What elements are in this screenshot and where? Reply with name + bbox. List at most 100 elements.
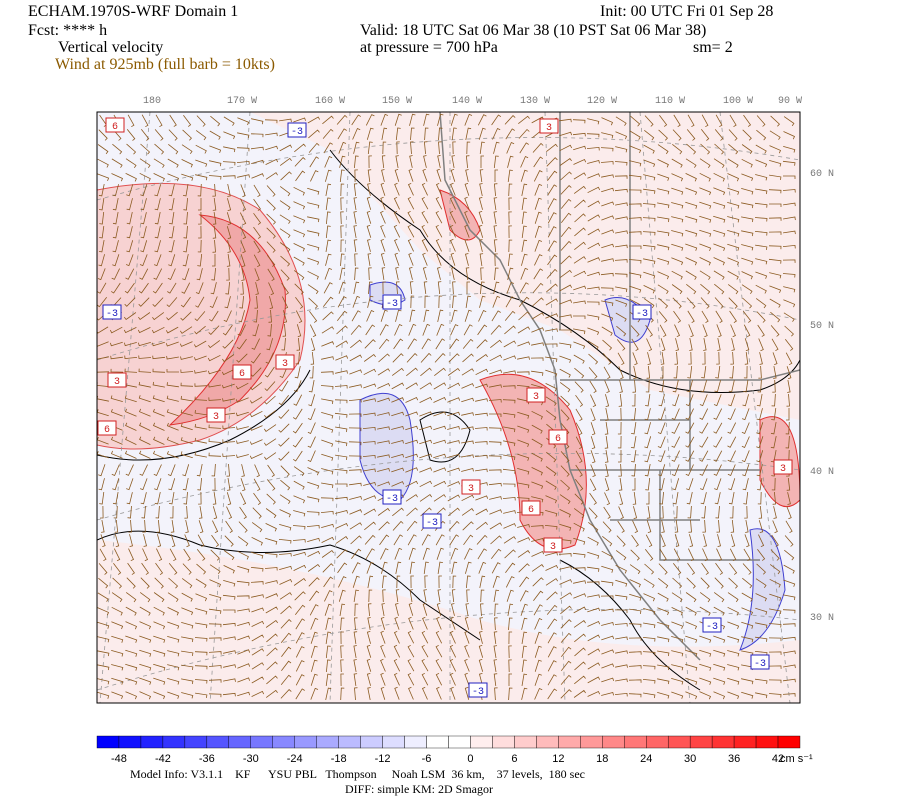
colorbar-swatch bbox=[96, 735, 120, 749]
colorbar-swatch bbox=[448, 735, 471, 749]
colorbar-swatch bbox=[206, 735, 230, 749]
contour-label-box bbox=[468, 682, 488, 698]
contour-label: 3 bbox=[550, 542, 556, 553]
latitude-label: 60 N bbox=[810, 169, 834, 180]
longitude-label: 180 bbox=[143, 96, 161, 107]
colorbar-swatch bbox=[602, 735, 625, 749]
colorbar-swatch bbox=[272, 735, 295, 749]
graticule bbox=[97, 112, 800, 703]
contour-label: -3 bbox=[386, 494, 398, 505]
contour-label-box bbox=[543, 537, 563, 553]
contour-label-box bbox=[521, 500, 541, 516]
colorbar-swatch bbox=[667, 735, 691, 749]
contour-label: -3 bbox=[106, 309, 118, 320]
contour-label: 3 bbox=[780, 464, 786, 475]
longitude-label: 90 W bbox=[778, 96, 802, 107]
longitude-label: 120 W bbox=[587, 96, 617, 107]
negative-region bbox=[359, 392, 414, 501]
contour-label-box bbox=[422, 513, 442, 529]
model-info: Model Info: V3.1.1 KF YSU PBL Thompson N… bbox=[130, 767, 585, 781]
contour-label-box bbox=[461, 479, 481, 495]
contour-label: 6 bbox=[239, 369, 245, 380]
contour-label: 3 bbox=[282, 359, 288, 370]
colorbar-swatch bbox=[689, 735, 713, 749]
contour-label-box bbox=[107, 372, 127, 388]
colorbar-swatch bbox=[316, 735, 339, 749]
diff-info: DIFF: simple KM: 2D Smagor bbox=[345, 782, 493, 796]
forecast: Fcst: **** h bbox=[28, 22, 107, 39]
colorbar-label: 42 bbox=[772, 753, 784, 765]
colorbar-label: -36 bbox=[199, 753, 215, 765]
zero-contours bbox=[97, 149, 800, 691]
contour-labels: 6 -3 3 -3 -3 -3 3 6 3 3 6 3 6 3 -3 -3 6 3 3 -3 -3 -3 bbox=[97, 117, 793, 698]
contour-label-box bbox=[526, 387, 546, 403]
positive-region bbox=[97, 540, 800, 703]
colorbar-swatch bbox=[404, 735, 427, 749]
colorbar-label: -48 bbox=[111, 753, 127, 765]
colorbar-label: 24 bbox=[640, 753, 652, 765]
wind-caption: Wind at 925mb (full barb = 10kts) bbox=[55, 56, 275, 73]
colorbar-label: -42 bbox=[155, 753, 171, 765]
colorbar-swatch bbox=[624, 735, 647, 749]
contour-label-box bbox=[105, 117, 125, 133]
contour-label-box bbox=[275, 354, 295, 370]
colorbar-label: -18 bbox=[331, 753, 347, 765]
longitude-label: 140 W bbox=[452, 96, 482, 107]
contour-label-box bbox=[382, 294, 402, 310]
contour-label: -3 bbox=[386, 299, 398, 310]
map-frame bbox=[96, 111, 801, 704]
longitude-label: 130 W bbox=[520, 96, 550, 107]
contour-label-box bbox=[97, 420, 117, 436]
colorbar-swatch bbox=[711, 735, 735, 749]
longitude-label: 160 W bbox=[315, 96, 345, 107]
valid-time: Valid: 18 UTC Sat 06 Mar 38 (10 PST Sat … bbox=[360, 22, 706, 39]
colorbar-swatch bbox=[492, 735, 515, 749]
colorbar-label: 0 bbox=[467, 753, 473, 765]
contour-label-box bbox=[382, 489, 402, 505]
contour-label: 3 bbox=[468, 484, 474, 495]
colorbar-swatch bbox=[536, 735, 559, 749]
latitude-label: 30 N bbox=[810, 613, 834, 624]
colorbar-swatch bbox=[360, 735, 383, 749]
colorbar-swatch bbox=[162, 735, 186, 749]
contour-label-box bbox=[206, 407, 226, 423]
latitude-label: 40 N bbox=[810, 467, 834, 478]
contour-label: 6 bbox=[555, 434, 561, 445]
contour-label-box bbox=[539, 118, 559, 134]
contour-label-box bbox=[750, 654, 770, 670]
longitude-label: 150 W bbox=[382, 96, 412, 107]
colorbar-swatch bbox=[426, 735, 449, 749]
pressure-level: at pressure = 700 hPa bbox=[360, 39, 498, 56]
contour-label-box bbox=[548, 429, 568, 445]
contour-label-box bbox=[632, 304, 652, 320]
colorbar-swatch bbox=[184, 735, 208, 749]
colorbar-swatch bbox=[228, 735, 251, 749]
contour-label: 3 bbox=[533, 392, 539, 403]
colorbar-label: 18 bbox=[596, 753, 608, 765]
colorbar-swatch bbox=[558, 735, 581, 749]
colorbar-swatch bbox=[140, 735, 164, 749]
contour-label: 3 bbox=[114, 377, 120, 388]
colorbar-swatch bbox=[294, 735, 317, 749]
contour-label-box bbox=[232, 364, 252, 380]
contour-label: -3 bbox=[472, 687, 484, 698]
longitude-label: 100 W bbox=[723, 96, 753, 107]
contour-label-box bbox=[287, 122, 307, 138]
map-area: 6 -3 3 -3 -3 -3 3 6 3 3 6 3 6 3 -3 -3 6 3 3 -3 -3 -3 bbox=[97, 112, 800, 703]
colorbar-swatch bbox=[250, 735, 273, 749]
longitude-label: 170 W bbox=[227, 96, 257, 107]
colorbar-swatch bbox=[470, 735, 493, 749]
contour-label: -3 bbox=[636, 309, 648, 320]
colorbar-unit: cm s⁻¹ bbox=[780, 753, 813, 765]
colorbar-label: -24 bbox=[287, 753, 303, 765]
contour-label: 6 bbox=[104, 425, 110, 436]
colorbar-label: -12 bbox=[375, 753, 391, 765]
negative-region bbox=[739, 528, 786, 651]
colorbar-label: 30 bbox=[684, 753, 696, 765]
contour-label: 6 bbox=[112, 122, 118, 133]
contour-label-box bbox=[773, 459, 793, 475]
colorbar-swatch bbox=[777, 735, 801, 749]
field-name: Vertical velocity bbox=[58, 39, 163, 56]
contour-label: 3 bbox=[546, 123, 552, 134]
contour-label: 3 bbox=[213, 412, 219, 423]
